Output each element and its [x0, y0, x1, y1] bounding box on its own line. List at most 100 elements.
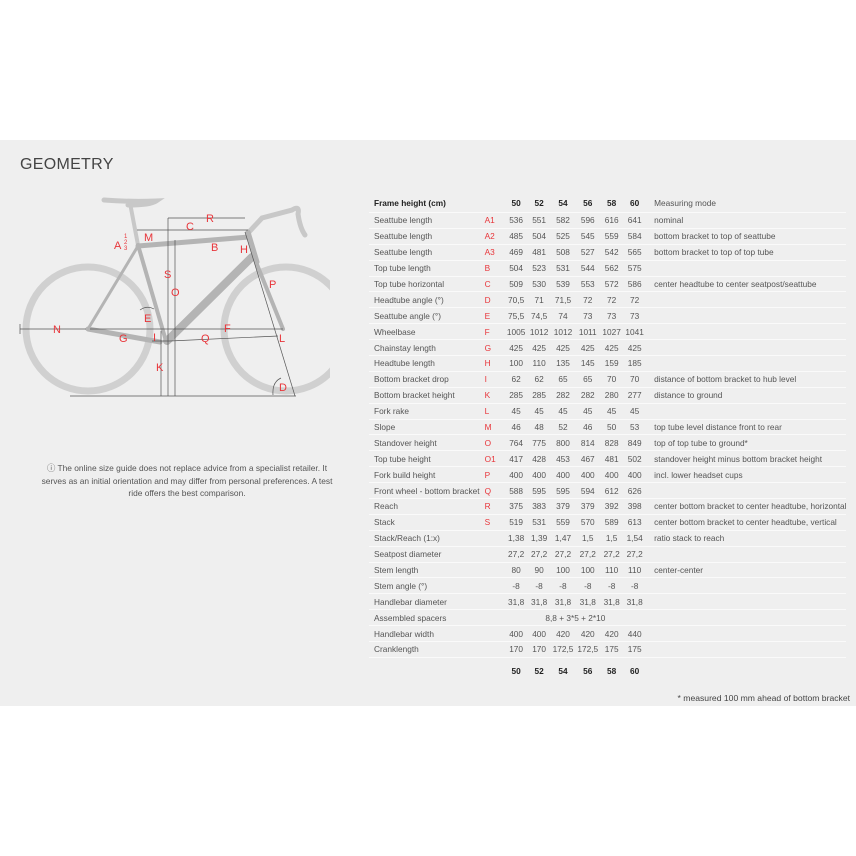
label-a2: 2	[124, 240, 128, 246]
row-value: 71,5	[550, 291, 576, 309]
row-value: 65	[550, 371, 576, 388]
row-value: 531	[550, 260, 576, 277]
row-code: A3	[479, 244, 505, 261]
row-label: Front wheel - bottom bracket	[369, 482, 480, 500]
row-value: 27,2	[575, 546, 601, 563]
row-value: 110	[600, 562, 624, 579]
row-label: Stem angle (°)	[369, 577, 480, 595]
row-value: 425	[504, 339, 528, 357]
table-row: Fork build height P 400 400 400 400 400 400 incl…	[369, 466, 847, 484]
table-row: Seatpost diameter 27,2 27,2 27,2 27,2 27,2 27,…	[369, 546, 847, 563]
row-value: 45	[527, 403, 551, 420]
row-value: 80	[504, 562, 528, 579]
row-code	[479, 577, 505, 595]
row-value: 828	[600, 434, 624, 452]
spacer	[480, 657, 505, 684]
seat-stay	[86, 244, 140, 331]
row-value: 27,2	[504, 546, 528, 563]
size-header: 58	[600, 194, 624, 213]
row-measuring-mode	[646, 403, 847, 420]
row-value: 90	[527, 562, 551, 579]
row-code: I	[479, 371, 505, 388]
row-value: 400	[504, 466, 528, 484]
geometry-table: Frame height (cm) 50 52 54 56 58 60 Meas…	[369, 194, 847, 684]
row-value: 527	[575, 244, 601, 261]
table-row: Seattube angle (°) E 75,5 74,5 74 73 73 73	[369, 307, 847, 325]
row-label: Wheelbase	[369, 323, 480, 341]
row-value: 775	[527, 434, 551, 452]
row-value: 586	[623, 276, 647, 293]
row-value: 530	[527, 276, 551, 293]
down-tube	[163, 253, 256, 345]
row-value: 31,8	[623, 593, 647, 611]
row-value: 379	[575, 498, 601, 515]
row-value: 71	[527, 291, 551, 309]
size-header: 60	[623, 194, 647, 213]
row-value: 425	[575, 339, 601, 357]
row-value: 453	[550, 450, 576, 468]
row-value: 31,8	[504, 593, 528, 611]
row-value: 175	[600, 641, 624, 658]
label-m: M	[144, 232, 153, 244]
table-row: Top tube height O1 417 428 453 467 481 502 stand…	[369, 450, 847, 468]
row-value: 1027	[600, 323, 624, 341]
label-s: S	[164, 269, 171, 281]
table-row: Headtube angle (°) D 70,5 71 71,5 72 72 72	[369, 291, 847, 309]
row-label: Bottom bracket drop	[369, 371, 480, 388]
row-value: 282	[550, 387, 576, 404]
table-row: Stem angle (°) -8 -8 -8 -8 -8 -8	[369, 577, 847, 595]
row-value: 400	[504, 625, 528, 643]
row-label: Top tube horizontal	[369, 276, 480, 293]
table-row: Fork rake L 45 45 45 45 45 45	[369, 403, 847, 420]
row-measuring-mode: center headtube to center seatpost/seatt…	[646, 276, 847, 293]
row-value: 595	[550, 482, 576, 500]
row-value: 764	[504, 434, 528, 452]
page-title: GEOMETRY	[20, 156, 114, 173]
row-label: Stack/Reach (1:x)	[369, 530, 480, 547]
row-value: 172,5	[575, 641, 601, 658]
row-value: 508	[550, 244, 576, 261]
frame-height-header: Frame height (cm)	[369, 194, 480, 213]
table-header-row: Frame height (cm) 50 52 54 56 58 60 Meas…	[369, 194, 847, 213]
label-h: H	[240, 244, 248, 256]
table-row: Bottom bracket height K 285 285 282 282 280 277…	[369, 387, 847, 404]
row-value: 110	[527, 355, 551, 372]
row-measuring-mode	[646, 593, 847, 611]
row-code: H	[479, 355, 505, 372]
footnote: * measured 100 mm ahead of bottom bracke…	[677, 693, 850, 703]
row-value: 531	[527, 514, 551, 531]
row-value: 74,5	[527, 307, 551, 325]
row-code: Q	[479, 482, 505, 500]
row-label: Seattube length	[369, 228, 480, 245]
row-value: 420	[575, 625, 601, 643]
row-value: 73	[623, 307, 647, 325]
row-code	[479, 593, 505, 611]
row-value: -8	[623, 577, 647, 595]
row-value: 1,5	[600, 530, 624, 547]
row-code: O1	[479, 450, 505, 468]
table-row: Stack S 519 531 559 570 589 613 center bottom br…	[369, 514, 847, 531]
row-value: 467	[575, 450, 601, 468]
seat-tube	[136, 243, 168, 343]
row-value: 73	[600, 307, 624, 325]
row-value: 425	[623, 339, 647, 357]
label-a: A	[114, 240, 122, 252]
table-row: Seattube length A1 536 551 582 596 616 641 nomin…	[369, 212, 847, 229]
row-measuring-mode: nominal	[646, 212, 847, 229]
row-value: 285	[504, 387, 528, 404]
row-label: Top tube height	[369, 450, 480, 468]
row-value: 481	[600, 450, 624, 468]
row-value: 145	[575, 355, 601, 372]
row-label: Headtube length	[369, 355, 480, 372]
row-value: 504	[504, 260, 528, 277]
row-value: 800	[550, 434, 576, 452]
row-code: D	[479, 291, 505, 309]
row-measuring-mode: top of top tube to ground*	[646, 434, 847, 452]
row-measuring-mode: bottom bracket to top of top tube	[646, 244, 847, 261]
table-row: Top tube horizontal C 509 530 539 553 572 586 ce…	[369, 276, 847, 293]
label-f: F	[224, 323, 231, 335]
row-value: 536	[504, 212, 528, 229]
row-value: 31,8	[575, 593, 601, 611]
row-value: 135	[550, 355, 576, 372]
row-measuring-mode: distance to ground	[646, 387, 847, 404]
